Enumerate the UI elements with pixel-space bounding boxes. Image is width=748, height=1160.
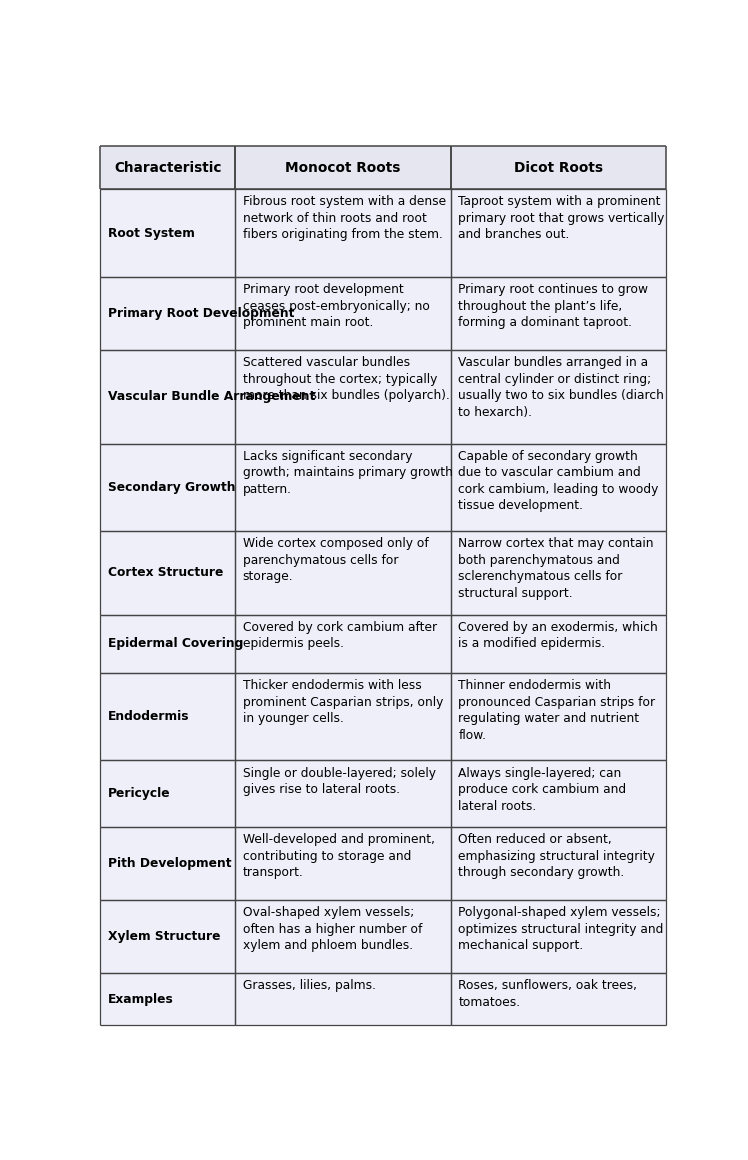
Bar (100, 531, 235, 615)
Text: Pith Development: Pith Development (108, 857, 231, 870)
Bar (451, 189, 666, 277)
Text: Characteristic: Characteristic (114, 161, 221, 175)
Bar (100, 900, 235, 973)
Bar (451, 531, 666, 615)
Text: Wide cortex composed only of
parenchymatous cells for
storage.: Wide cortex composed only of parenchymat… (242, 537, 429, 583)
Bar (235, 531, 451, 615)
Text: Oval-shaped xylem vessels;
often has a higher number of
xylem and phloem bundles: Oval-shaped xylem vessels; often has a h… (242, 906, 422, 952)
Text: Single or double-layered; solely
gives rise to lateral roots.: Single or double-layered; solely gives r… (242, 767, 435, 796)
Bar (235, 761, 451, 827)
Bar (100, 350, 235, 443)
Text: Polygonal-shaped xylem vessels;
optimizes structural integrity and
mechanical su: Polygonal-shaped xylem vessels; optimize… (459, 906, 663, 952)
Bar (235, 900, 451, 973)
Bar (235, 673, 451, 761)
Bar (100, 615, 235, 673)
Bar (451, 900, 666, 973)
Text: Thicker endodermis with less
prominent Casparian strips, only
in younger cells.: Thicker endodermis with less prominent C… (242, 679, 443, 725)
Bar (235, 615, 451, 673)
Text: Well-developed and prominent,
contributing to storage and
transport.: Well-developed and prominent, contributi… (242, 833, 435, 879)
Text: Often reduced or absent,
emphasizing structural integrity
through secondary grow: Often reduced or absent, emphasizing str… (459, 833, 655, 879)
Bar (451, 673, 666, 761)
Bar (100, 277, 235, 350)
Text: Capable of secondary growth
due to vascular cambium and
cork cambium, leading to: Capable of secondary growth due to vascu… (459, 450, 658, 513)
Bar (100, 673, 235, 761)
Text: Primary root continues to grow
throughout the plant’s life,
forming a dominant t: Primary root continues to grow throughou… (459, 283, 649, 329)
Bar (100, 827, 235, 900)
Bar (451, 443, 666, 531)
Bar (235, 146, 451, 189)
Bar (100, 189, 235, 277)
Bar (235, 827, 451, 900)
Text: Epidermal Covering: Epidermal Covering (108, 637, 243, 651)
Text: Xylem Structure: Xylem Structure (108, 930, 221, 943)
Bar (235, 350, 451, 443)
Text: Secondary Growth: Secondary Growth (108, 481, 236, 494)
Text: Pericycle: Pericycle (108, 788, 171, 800)
Text: Roses, sunflowers, oak trees,
tomatoes.: Roses, sunflowers, oak trees, tomatoes. (459, 979, 637, 1009)
Bar (100, 443, 235, 531)
Bar (451, 761, 666, 827)
Text: Primary root development
ceases post-embryonically; no
prominent main root.: Primary root development ceases post-emb… (242, 283, 429, 329)
Text: Lacks significant secondary
growth; maintains primary growth
pattern.: Lacks significant secondary growth; main… (242, 450, 453, 495)
Bar (451, 973, 666, 1025)
Text: Scattered vascular bundles
throughout the cortex; typically
more than six bundle: Scattered vascular bundles throughout th… (242, 356, 450, 403)
Bar (451, 277, 666, 350)
Bar (235, 277, 451, 350)
Text: Grasses, lilies, palms.: Grasses, lilies, palms. (242, 979, 375, 993)
Bar (235, 189, 451, 277)
Text: Cortex Structure: Cortex Structure (108, 566, 224, 579)
Text: Taproot system with a prominent
primary root that grows vertically
and branches : Taproot system with a prominent primary … (459, 196, 664, 241)
Text: Fibrous root system with a dense
network of thin roots and root
fibers originati: Fibrous root system with a dense network… (242, 196, 446, 241)
Text: Endodermis: Endodermis (108, 710, 189, 723)
Text: Vascular bundles arranged in a
central cylinder or distinct ring;
usually two to: Vascular bundles arranged in a central c… (459, 356, 664, 419)
Bar (451, 146, 666, 189)
Bar (235, 443, 451, 531)
Text: Covered by an exodermis, which
is a modified epidermis.: Covered by an exodermis, which is a modi… (459, 621, 658, 651)
Text: Dicot Roots: Dicot Roots (514, 161, 603, 175)
Text: Examples: Examples (108, 993, 174, 1006)
Text: Narrow cortex that may contain
both parenchymatous and
sclerenchymatous cells fo: Narrow cortex that may contain both pare… (459, 537, 654, 600)
Text: Covered by cork cambium after
epidermis peels.: Covered by cork cambium after epidermis … (242, 621, 437, 651)
Bar (451, 615, 666, 673)
Text: Monocot Roots: Monocot Roots (285, 161, 401, 175)
Text: Root System: Root System (108, 226, 195, 239)
Text: Vascular Bundle Arrangement: Vascular Bundle Arrangement (108, 390, 315, 404)
Text: Thinner endodermis with
pronounced Casparian strips for
regulating water and nut: Thinner endodermis with pronounced Caspa… (459, 679, 655, 741)
Bar (100, 761, 235, 827)
Bar (100, 146, 235, 189)
Bar (451, 350, 666, 443)
Bar (235, 973, 451, 1025)
Text: Primary Root Development: Primary Root Development (108, 306, 295, 320)
Bar (100, 973, 235, 1025)
Bar (451, 827, 666, 900)
Text: Always single-layered; can
produce cork cambium and
lateral roots.: Always single-layered; can produce cork … (459, 767, 626, 813)
